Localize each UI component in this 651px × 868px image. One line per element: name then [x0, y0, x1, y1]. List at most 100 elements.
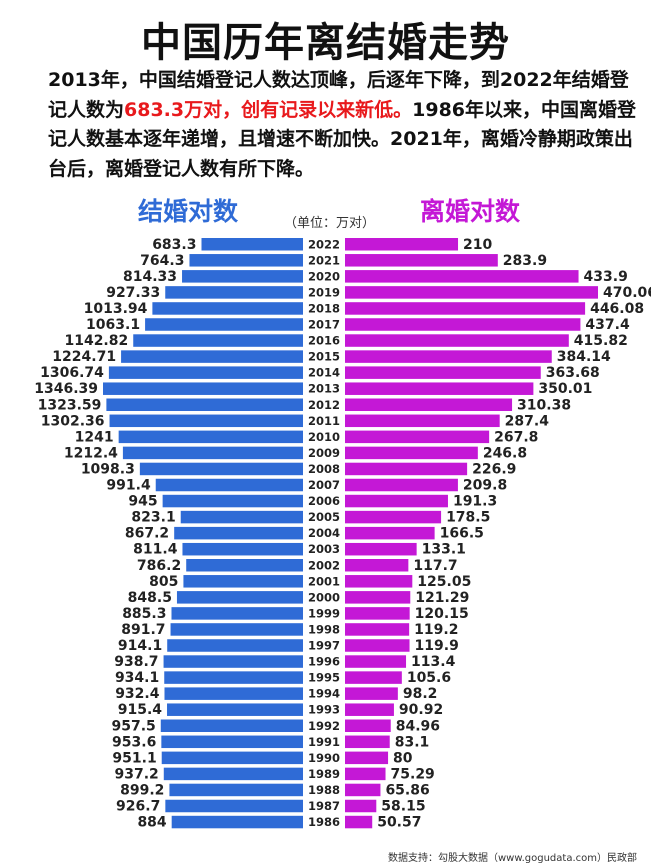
marriage-value-label: 1346.39: [34, 381, 98, 397]
divorce-value-label: 191.3: [453, 494, 497, 510]
marriage-value-label: 1063.1: [86, 317, 140, 333]
divorce-value-label: 90.92: [399, 702, 443, 718]
divorce-value-label: 437.4: [585, 317, 630, 333]
divorce-bar: [345, 350, 552, 363]
divorce-value-label: 433.9: [584, 269, 628, 285]
marriage-bar: [109, 414, 303, 428]
marriage-value-label: 934.1: [115, 670, 159, 686]
marriage-bar: [201, 238, 303, 251]
marriage-bar: [108, 366, 303, 379]
marriage-value-label: 945: [128, 494, 157, 510]
divorce-bar: [345, 510, 442, 524]
marriage-bar: [122, 446, 303, 460]
intro-highlight: 683.3万对，创有记录以来新低。: [124, 98, 413, 121]
marriage-bar: [145, 318, 303, 331]
marriage-bar: [103, 382, 303, 395]
marriage-value-label: 915.4: [118, 702, 163, 718]
year-label: 2010: [308, 430, 340, 444]
year-label: 1991: [308, 735, 340, 749]
divorce-value-label: 119.9: [415, 638, 459, 654]
marriage-value-label: 927.33: [106, 285, 160, 301]
marriage-value-label: 885.3: [122, 606, 166, 622]
divorce-bar: [345, 382, 534, 395]
intro-text-part2: 1986年以来，中国离婚登记人数基本逐年递增，且增速不断加快。2021年，离婚冷…: [48, 98, 637, 180]
marriage-value-label: 814.33: [123, 269, 177, 285]
divorce-bar: [345, 719, 391, 732]
marriage-value-label: 1241: [75, 429, 114, 445]
divorce-bar: [345, 542, 417, 556]
marriage-value-label: 811.4: [133, 542, 178, 558]
marriage-value-label: 1098.3: [81, 461, 135, 477]
year-label: 1986: [308, 815, 340, 829]
divorce-bar: [345, 462, 468, 476]
year-label: 2018: [308, 301, 340, 315]
marriage-bar: [164, 671, 303, 684]
divorce-value-label: 384.14: [557, 349, 611, 365]
year-label: 2011: [308, 414, 340, 428]
marriage-value-label: 867.2: [125, 526, 169, 542]
divorce-bar: [345, 671, 402, 684]
butterfly-bar-chart: 2022 683.3 210 2021 764.3 283.9 2020 814.33 433.…: [34, 237, 651, 831]
divorce-value-label: 210: [463, 237, 492, 253]
year-label: 1996: [308, 655, 340, 669]
divorce-bar: [345, 398, 513, 411]
year-label: 2006: [308, 494, 340, 508]
marriage-bar: [174, 526, 303, 540]
marriage-bar: [183, 575, 303, 588]
divorce-value-label: 125.05: [417, 574, 471, 590]
year-label: 2016: [308, 334, 340, 348]
divorce-value-label: 310.38: [517, 397, 571, 413]
divorce-bar: [345, 526, 435, 540]
year-label: 2019: [308, 285, 340, 299]
divorce-value-label: 120.15: [415, 606, 469, 622]
year-label: 2008: [308, 462, 340, 476]
year-label: 1987: [308, 799, 340, 813]
marriage-value-label: 937.2: [114, 766, 158, 782]
marriage-value-label: 764.3: [140, 253, 184, 269]
marriage-bar: [169, 783, 303, 797]
year-label: 2009: [308, 446, 340, 460]
marriage-value-label: 932.4: [115, 686, 160, 702]
marriage-bar: [167, 703, 303, 716]
page-title: 中国历年离结婚走势: [141, 20, 510, 66]
divorce-value-label: 267.8: [494, 429, 538, 445]
divorce-bar: [345, 591, 411, 604]
year-label: 2017: [308, 318, 340, 332]
marriage-value-label: 957.5: [111, 718, 155, 734]
marriage-series-header: 结婚对数: [138, 197, 239, 226]
divorce-value-label: 415.82: [574, 333, 628, 349]
marriage-bar: [121, 350, 303, 363]
year-label: 2002: [308, 558, 340, 572]
marriage-bar: [152, 302, 303, 315]
divorce-bar: [345, 254, 498, 267]
divorce-bar: [345, 607, 410, 620]
intro-paragraph: 2013年，中国结婚登记人数达顶峰，后逐年下降，到2022年结婚登记人数为683…: [48, 66, 638, 184]
year-label: 1995: [308, 671, 340, 685]
divorce-bar: [345, 703, 394, 716]
divorce-value-label: 350.01: [538, 381, 592, 397]
marriage-bar: [118, 430, 303, 444]
marriage-value-label: 1302.36: [41, 413, 105, 429]
marriage-bar: [180, 510, 303, 524]
marriage-bar: [162, 494, 303, 508]
marriage-bar: [182, 270, 303, 283]
year-label: 2012: [308, 398, 340, 412]
year-label: 1989: [308, 767, 340, 781]
divorce-value-label: 446.08: [590, 301, 644, 317]
intro-text-part1: 2013年，中国结婚登记人数达顶峰，后逐年下降，到2022年结婚登记人数为: [48, 69, 629, 121]
divorce-bar: [345, 575, 413, 588]
marriage-value-label: 914.1: [118, 638, 162, 654]
marriage-value-label: 951.1: [112, 750, 156, 766]
marriage-bar: [164, 687, 303, 700]
divorce-bar: [345, 623, 410, 636]
divorce-value-label: 84.96: [396, 718, 440, 734]
year-label: 2005: [308, 510, 340, 524]
divorce-bar: [345, 494, 448, 508]
marriage-value-label: 1013.94: [84, 301, 148, 317]
year-label: 2004: [308, 526, 340, 540]
marriage-bar: [163, 767, 303, 781]
divorce-bar: [345, 687, 398, 700]
year-label: 2000: [308, 590, 340, 604]
divorce-value-label: 121.29: [415, 590, 469, 606]
marriage-value-label: 991.4: [106, 478, 151, 494]
